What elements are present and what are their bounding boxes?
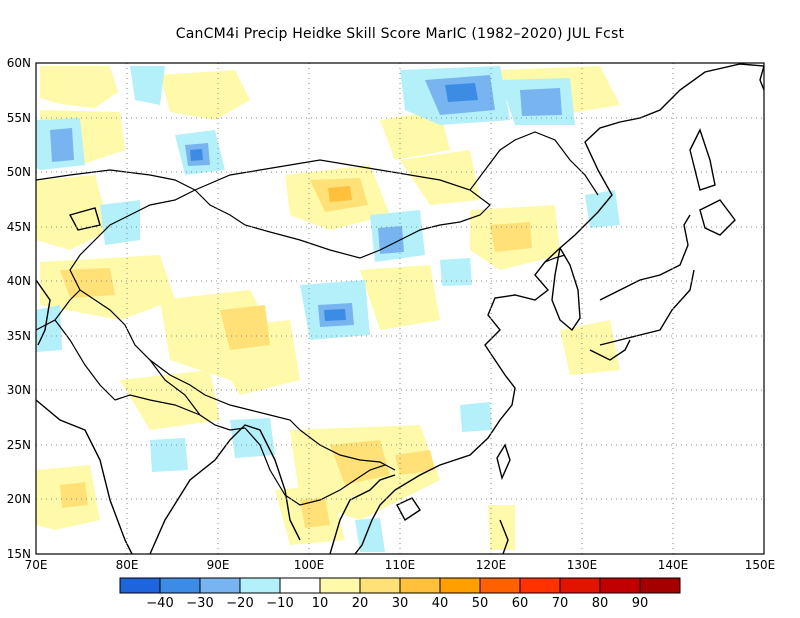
colorbar-label: 10 [312, 596, 329, 611]
colorbar-swatch [519, 577, 561, 594]
colorbar-label: −20 [226, 596, 253, 611]
colorbar-swatch [479, 577, 521, 594]
lat-label: 60N [7, 56, 31, 70]
lon-axis: 70E 80E 90E 100E 110E 120E 130E 140E 150… [25, 558, 776, 572]
lat-label: 50N [7, 165, 31, 179]
colorbar-swatch [399, 577, 441, 594]
colorbar-label: 20 [352, 596, 369, 611]
colorbar-label: 70 [552, 596, 569, 611]
coastlines [36, 63, 764, 554]
colorbar: −40 −30 −20 −10 10 20 30 40 50 60 70 80 … [119, 577, 681, 611]
lon-label: 100E [294, 558, 325, 572]
lat-label: 15N [7, 547, 31, 561]
colorbar-swatch [359, 577, 401, 594]
colorbar-label: −10 [266, 596, 293, 611]
lat-axis: 60N 55N 50N 45N 40N 35N 30N 25N 20N 15N [7, 56, 31, 561]
lat-label: 35N [7, 329, 31, 343]
lat-label: 30N [7, 383, 31, 397]
colorbar-swatch [319, 577, 361, 594]
colorbar-swatch [559, 577, 601, 594]
colorbar-label: −40 [146, 596, 173, 611]
lat-label: 45N [7, 220, 31, 234]
lon-label: 70E [25, 558, 48, 572]
lon-label: 120E [476, 558, 507, 572]
lon-label: 80E [116, 558, 139, 572]
lat-label: 20N [7, 492, 31, 506]
colorbar-swatch [599, 577, 641, 594]
colorbar-swatch [439, 577, 481, 594]
lat-label: 55N [7, 111, 31, 125]
country-borders [36, 131, 599, 506]
colorbar-swatch [639, 577, 681, 594]
lon-label: 110E [385, 558, 416, 572]
colorbar-label: 80 [592, 596, 609, 611]
colorbar-label: 60 [512, 596, 529, 611]
colorbar-swatch [279, 577, 321, 594]
lon-label: 140E [658, 558, 689, 572]
colorbar-label: 50 [472, 596, 489, 611]
colorbar-label: 30 [392, 596, 409, 611]
lon-label: 90E [207, 558, 230, 572]
map-title: CanCM4i Precip Heidke Skill Score MarIC … [175, 26, 625, 42]
lat-label: 40N [7, 274, 31, 288]
colorbar-label: 90 [632, 596, 649, 611]
colorbar-swatch [119, 577, 161, 594]
colorbar-label: 40 [432, 596, 449, 611]
lon-label: 130E [567, 558, 598, 572]
lon-label: 150E [745, 558, 776, 572]
colorbar-swatch [239, 577, 281, 594]
map-grid [36, 63, 764, 554]
skill-shading [36, 66, 620, 552]
colorbar-swatch [159, 577, 201, 594]
colorbar-label: −30 [186, 596, 213, 611]
colorbar-swatch [199, 577, 241, 594]
lat-label: 25N [7, 438, 31, 452]
map-frame [35, 62, 765, 555]
